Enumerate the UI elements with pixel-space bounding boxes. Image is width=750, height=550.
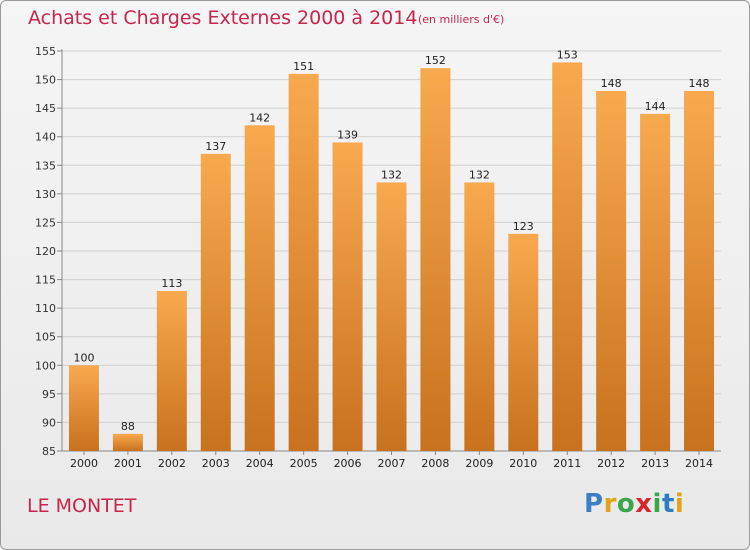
- y-tick-label: 95: [42, 388, 56, 401]
- logo-letter: r: [603, 489, 617, 519]
- bar-value-label: 123: [513, 220, 534, 233]
- bar: [332, 142, 363, 451]
- bar-value-label: 113: [161, 277, 182, 290]
- y-tick-labels: 85 90 95 100 105 110 115 120 125 130 135 140 145 150 1…: [35, 45, 56, 458]
- y-tick-label: 85: [42, 445, 56, 458]
- y-tick-label: 155: [35, 45, 56, 58]
- logo-letter: o: [616, 489, 636, 519]
- x-tick-label: 2012: [597, 457, 625, 470]
- x-tick-labels: 2000 2001 2002 2003 2004 2005 2006 2007 2008 2009…: [70, 457, 713, 470]
- bar-value-label: 100: [73, 351, 94, 364]
- bar: [200, 153, 231, 451]
- bar: [420, 68, 451, 452]
- bar-value-label: 152: [425, 54, 446, 67]
- bar: [552, 62, 583, 452]
- chart-subtitle: (en milliers d'€): [418, 13, 505, 26]
- bar-value-label: 142: [249, 111, 270, 124]
- bars: [68, 62, 715, 452]
- bar-value-label: 151: [293, 60, 314, 73]
- commune-name: LE MONTET: [27, 495, 137, 517]
- y-tick-label: 140: [35, 131, 56, 144]
- x-tick-label: 2009: [465, 457, 493, 470]
- bar: [684, 91, 715, 451]
- bar-value-label: 144: [645, 100, 666, 113]
- y-tick-label: 145: [35, 102, 56, 115]
- x-tick-label: 2011: [553, 457, 581, 470]
- x-tick-label: 2000: [70, 457, 98, 470]
- x-tick-label: 2006: [334, 457, 362, 470]
- bar-chart: 100 88 113 137 142 151 139 132 152 132 123 153 148 14…: [35, 45, 721, 470]
- x-tick-label: 2001: [114, 457, 142, 470]
- value-labels: 100 88 113 137 142 151 139 132 152 132 123 153 148 14…: [73, 48, 709, 432]
- y-tick-label: 125: [35, 216, 56, 229]
- bar: [376, 182, 407, 451]
- x-tick-label: 2003: [202, 457, 230, 470]
- y-tick-label: 105: [35, 331, 56, 344]
- x-tick-label: 2013: [641, 457, 669, 470]
- logo-letter: P: [584, 489, 604, 519]
- y-tick-label: 100: [35, 359, 56, 372]
- logo-letter: t: [661, 489, 675, 519]
- bar: [508, 233, 539, 451]
- bar: [596, 91, 627, 451]
- y-tick-label: 150: [35, 74, 56, 87]
- y-tick-label: 110: [35, 302, 56, 315]
- y-tick-label: 120: [35, 245, 56, 258]
- x-tick-label: 2005: [290, 457, 318, 470]
- bar: [640, 113, 671, 451]
- bar: [68, 365, 99, 451]
- x-tick-label: 2010: [509, 457, 537, 470]
- logo-letter: i: [652, 489, 662, 519]
- bar-value-label: 88: [121, 420, 135, 433]
- x-tick-label: 2004: [246, 457, 274, 470]
- y-tick-label: 115: [35, 274, 56, 287]
- x-tick-label: 2007: [378, 457, 406, 470]
- logo-letter: i: [674, 489, 685, 519]
- bar-value-label: 137: [205, 140, 226, 153]
- bar-value-label: 148: [689, 77, 710, 90]
- chart-title: Achats et Charges Externes 2000 à 2014: [28, 7, 418, 29]
- x-tick-label: 2008: [421, 457, 449, 470]
- x-tick-label: 2014: [685, 457, 713, 470]
- logo-letter: x: [635, 489, 653, 519]
- bar: [156, 291, 187, 451]
- bar-value-label: 153: [557, 48, 578, 61]
- bar: [244, 125, 275, 452]
- bar: [464, 182, 495, 451]
- bar: [112, 433, 143, 451]
- bar: [288, 73, 319, 451]
- x-tick-label: 2002: [158, 457, 186, 470]
- proxiti-logo: Proxiti: [584, 489, 684, 519]
- bar-value-label: 148: [601, 77, 622, 90]
- y-tick-label: 130: [35, 188, 56, 201]
- y-tick-label: 90: [42, 416, 56, 429]
- y-tick-label: 135: [35, 159, 56, 172]
- bar-value-label: 132: [469, 168, 490, 181]
- bar-value-label: 139: [337, 128, 358, 141]
- bar-value-label: 132: [381, 168, 402, 181]
